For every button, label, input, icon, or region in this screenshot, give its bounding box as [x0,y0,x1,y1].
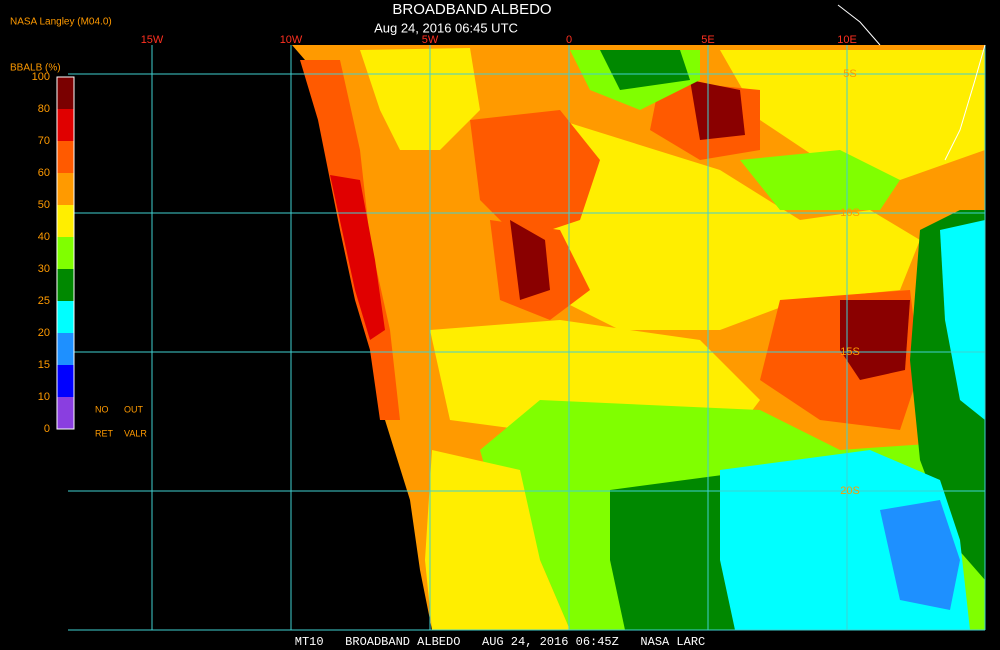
legend-tick-label: 80 [38,103,50,115]
coastline [837,4,986,161]
blue-area [880,500,960,610]
legend-tick-label: 20 [38,327,50,339]
legend-label: BBALB (%) [10,63,61,74]
green-area [740,150,900,210]
colorbar-segment [57,365,74,397]
colorbar-frame [56,76,75,430]
colorbar-segment [57,237,74,269]
legend-tick-label: 25 [38,295,50,307]
albedo-image [292,45,985,630]
colorbar-segment [57,301,74,333]
legend-tick-label: 10 [38,391,50,403]
latitude-label: 20S [840,485,860,497]
legend-note: RET [95,428,114,438]
yellow-area [540,120,920,330]
subtitle: Aug 24, 2016 06:45 UTC [374,20,518,35]
legend-note: NO [95,404,109,414]
legend-tick-label: 40 [38,231,50,243]
colorbar-segment [57,109,74,141]
legend-tick-label: 50 [38,199,50,211]
cyan-area [940,220,985,420]
longitude-label: 10E [837,34,857,46]
dark-red-area [690,80,745,140]
legend-tick-label: 15 [38,359,50,371]
legend-tick-label: 60 [38,167,50,179]
latitude-label: 15S [840,346,860,358]
graticule [68,45,986,631]
longitude-label: 5W [422,34,439,46]
longitude-label: 10W [280,34,303,46]
title: BROADBAND ALBEDO [392,1,551,18]
longitude-label: 5E [701,34,714,46]
longitude-label: 0 [566,34,572,46]
longitude-label: 15W [141,34,164,46]
colorbar [56,76,75,430]
legend-note: VALR [124,428,147,438]
legend-tick-label: 0 [44,423,50,435]
colorbar-segment [57,269,74,301]
footer: MT10 BROADBAND ALBEDO AUG 24, 2016 06:45… [295,635,705,649]
colorbar-segment [57,333,74,365]
latitude-label: 10S [840,207,860,219]
red-coast [330,175,385,340]
colorbar-segment [57,397,74,429]
source-label: NASA Langley (M04.0) [10,17,112,28]
legend-tick-label: 70 [38,135,50,147]
legend-note: OUT [124,404,144,414]
legend-tick-label: 30 [38,263,50,275]
dark-green-area [600,50,690,90]
yellow-area [425,450,570,630]
colorbar-segment [57,205,74,237]
legend-tick-label: 100 [32,71,50,83]
dark-red-area [840,300,910,380]
red-area [470,110,600,240]
dark-red-area [510,220,550,300]
colorbar-segment [57,141,74,173]
colorbar-segment [57,77,74,109]
colorbar-segment [57,173,74,205]
yellow-area [720,50,985,180]
latitude-label: 5S [843,68,856,80]
